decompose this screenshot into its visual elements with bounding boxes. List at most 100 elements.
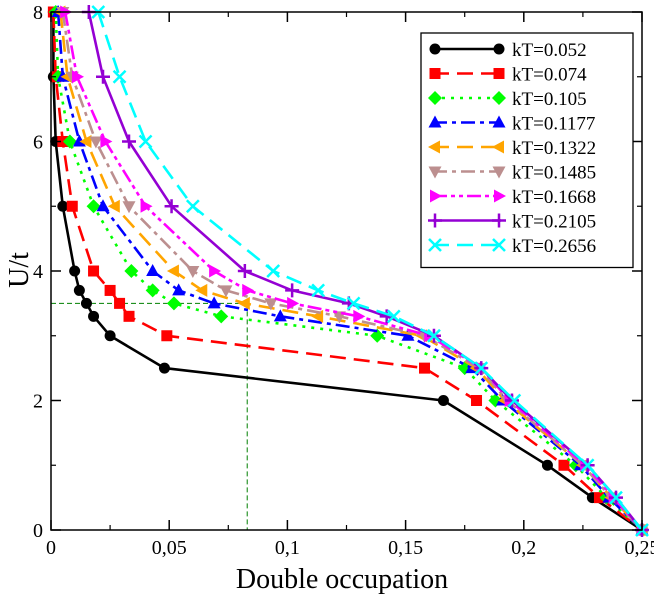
data-point — [96, 69, 111, 84]
legend-marker — [492, 91, 506, 105]
legend-item: kT=0.052 — [429, 40, 587, 61]
data-point — [100, 135, 113, 148]
axes: 0 0,05 0,1 0,15 0,2 0,25 0 2 4 6 8 — [33, 2, 654, 559]
legend-item: kT=0.2656 — [428, 236, 596, 257]
legend-marker — [428, 238, 442, 252]
legend-marker — [429, 68, 441, 79]
legend-item: kT=0.105 — [428, 89, 587, 110]
series-line — [97, 11, 644, 531]
data-point — [145, 283, 160, 298]
data-point — [69, 265, 81, 277]
legend-item: kT=0.074 — [429, 65, 587, 86]
series-line — [59, 11, 643, 531]
data-point — [593, 492, 605, 504]
legend-box — [420, 32, 634, 269]
legend-marker — [493, 43, 505, 55]
series-line — [61, 11, 643, 531]
data-point — [273, 309, 287, 322]
data-point — [541, 459, 553, 471]
legend-marker — [428, 140, 440, 154]
data-point — [166, 296, 181, 311]
y-tick-label: 2 — [33, 391, 43, 413]
data-point — [140, 199, 153, 213]
data-point — [161, 330, 173, 342]
legend-label: kT=0.2105 — [512, 212, 596, 233]
legend-label: kT=0.2656 — [512, 236, 596, 257]
x-tick-label: 0,2 — [511, 537, 536, 559]
x-axis-title: Double occupation — [236, 564, 448, 595]
legend-item: kT=0.1485 — [428, 163, 596, 184]
legend-marker — [493, 68, 505, 79]
data-point — [114, 297, 126, 309]
legend-item: kT=0.1322 — [428, 138, 596, 159]
series-line — [52, 12, 643, 532]
legend: kT=0.052 kT=0.074 kT=0.105 kT=0.1177 kT=0.13… — [420, 32, 634, 269]
data-point — [73, 284, 85, 296]
data-point — [89, 136, 103, 149]
series-line — [56, 11, 643, 531]
series-line — [63, 11, 643, 531]
legend-marker — [492, 238, 506, 252]
data-point — [609, 490, 623, 505]
data-point — [57, 200, 69, 212]
data-point — [122, 134, 137, 149]
data-point — [186, 266, 200, 278]
data-point — [185, 199, 200, 214]
data-point — [104, 330, 116, 342]
legend-label: kT=0.074 — [512, 65, 587, 86]
legend-label: kT=0.1668 — [512, 187, 596, 208]
data-point — [124, 264, 139, 278]
x-tick-label: 0,1 — [275, 537, 300, 559]
data-point — [66, 200, 78, 212]
data-point — [86, 199, 101, 214]
data-point — [471, 395, 483, 406]
series-line — [54, 11, 643, 531]
legend-marker — [492, 115, 506, 128]
legend-marker — [492, 166, 506, 179]
legend-label: kT=0.052 — [512, 40, 587, 61]
data-point — [57, 136, 69, 147]
data-point — [158, 362, 170, 374]
data-point — [437, 395, 449, 406]
legend-marker — [428, 115, 442, 128]
data-point — [264, 298, 278, 311]
y-tick-label: 0 — [33, 520, 43, 542]
legend-item: kT=0.1177 — [428, 114, 595, 135]
data-point — [219, 285, 233, 298]
legend-marker — [428, 166, 442, 179]
data-point — [62, 134, 77, 149]
data-point — [72, 134, 86, 147]
data-point — [122, 201, 136, 214]
data-point — [285, 283, 300, 298]
data-point — [558, 459, 570, 471]
data-point — [80, 297, 92, 309]
legend-item: kT=0.2105 — [428, 212, 596, 233]
legend-marker — [428, 91, 442, 105]
data-point — [104, 284, 116, 296]
x-tick-label: 0,05 — [152, 537, 187, 559]
legend-marker — [492, 213, 506, 228]
data-point — [166, 264, 179, 278]
data-point — [237, 264, 252, 278]
y-tick-label: 4 — [33, 261, 43, 283]
data-point — [419, 362, 431, 374]
legend-label: kT=0.1485 — [512, 163, 596, 184]
data-point — [138, 134, 153, 149]
data-point — [507, 393, 522, 408]
data-point — [346, 296, 361, 311]
data-point — [353, 309, 366, 323]
legend-label: kT=0.1322 — [512, 138, 596, 159]
data-point — [580, 458, 595, 473]
data-point — [287, 296, 300, 310]
data-point — [214, 309, 229, 324]
legend-label: kT=0.105 — [512, 89, 587, 110]
data-point — [88, 310, 100, 322]
data-point — [504, 393, 519, 408]
legend-marker — [430, 189, 442, 203]
x-tick-label: 0,15 — [388, 537, 423, 559]
data-point — [386, 309, 401, 324]
legend-marker — [492, 140, 504, 154]
data-point — [427, 328, 441, 343]
data-point — [370, 328, 385, 343]
